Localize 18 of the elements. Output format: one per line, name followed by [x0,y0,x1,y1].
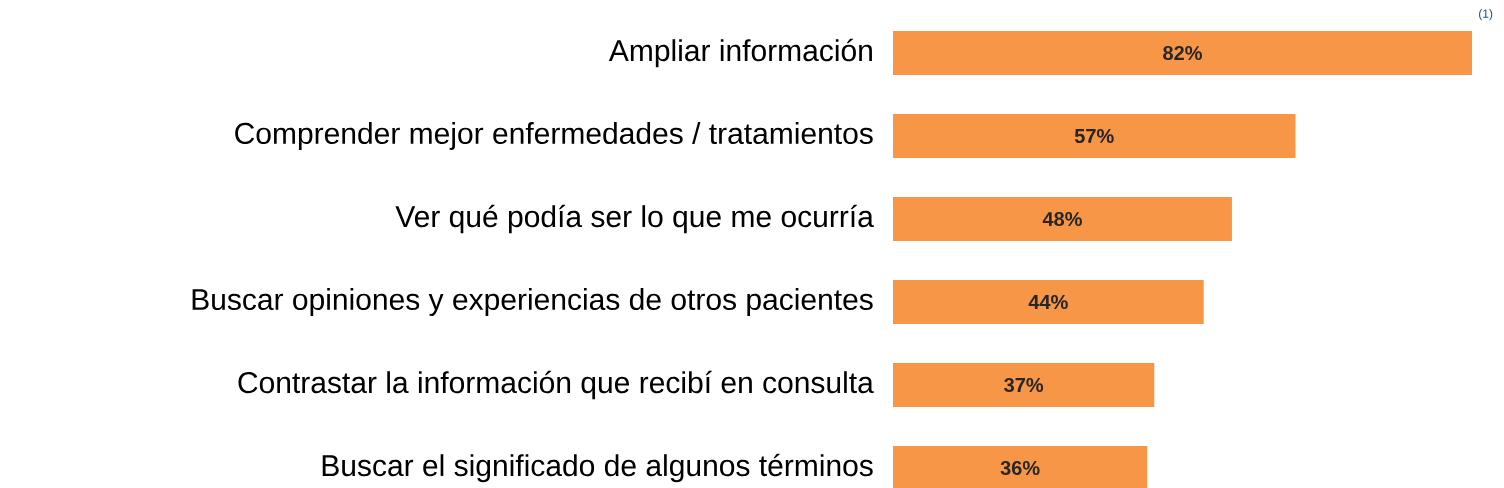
bar [893,197,1232,242]
y-tick-label: Contrastar la información que recibí en consulta [238,370,874,400]
data-label: 82% [1163,45,1202,61]
bar [893,280,1204,325]
bar [893,31,1472,76]
data-label: 48% [1042,211,1082,227]
y-tick-label: Ver qué podía ser lo que me ocurría [395,204,874,234]
data-label: 44% [1028,294,1068,310]
y-tick-label: Comprender mejor enfermedades / tratamientos [235,122,873,150]
text: (1) [1479,9,1493,21]
data-label: 37% [1004,377,1044,393]
data-label: 36% [1000,460,1040,476]
bar [893,114,1296,159]
y-tick-label: Buscar opiniones y experiencias de otros pacientes [192,288,873,316]
data-label: 57% [1074,128,1114,144]
y-tick-label: Buscar el significado de algunos términos [322,453,873,483]
bar [893,363,1155,408]
y-tick-label: Ampliar información [608,38,872,68]
